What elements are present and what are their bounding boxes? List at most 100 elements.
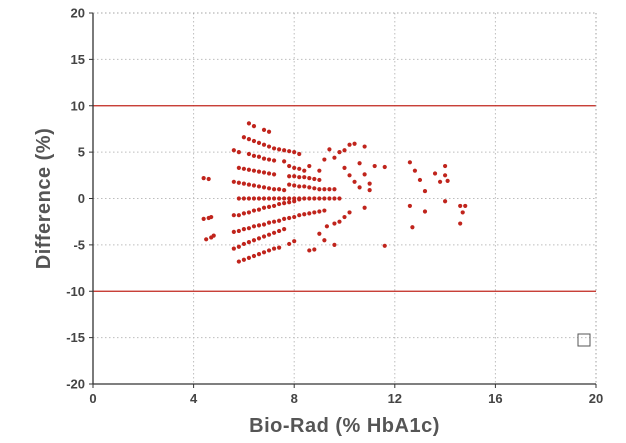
data-point <box>352 141 357 146</box>
data-point <box>317 177 322 183</box>
data-point <box>266 248 272 253</box>
reference-lines <box>93 105 596 292</box>
data-point <box>307 211 312 216</box>
data-point <box>266 171 272 176</box>
data-point <box>246 255 252 260</box>
data-point <box>266 186 272 191</box>
data-point <box>261 250 267 255</box>
data-point <box>246 210 252 215</box>
data-point <box>236 180 241 185</box>
data-point <box>287 182 292 187</box>
data-point <box>317 196 322 201</box>
data-point <box>367 181 372 186</box>
data-point <box>231 213 236 218</box>
data-point <box>307 196 312 201</box>
data-point <box>292 214 297 220</box>
data-point <box>443 173 448 178</box>
data-point <box>246 121 252 126</box>
data-point <box>422 209 428 214</box>
data-point <box>463 203 468 209</box>
data-point <box>251 253 257 259</box>
y-tick-label: -5 <box>73 237 85 252</box>
data-point <box>372 163 377 169</box>
data-point <box>261 222 267 227</box>
data-point <box>251 196 257 201</box>
data-point <box>292 183 297 188</box>
x-tick-labels: 0 4 8 12 16 20 <box>89 391 603 406</box>
data-point <box>357 185 362 190</box>
data-point <box>256 223 262 228</box>
data-point <box>231 246 236 251</box>
data-point <box>322 196 327 201</box>
data-point <box>241 181 246 186</box>
data-point <box>256 140 262 145</box>
data-point <box>277 201 282 207</box>
data-point <box>277 228 282 234</box>
data-point <box>246 239 252 245</box>
data-point <box>211 233 216 238</box>
data-point <box>287 200 292 205</box>
data-point <box>327 147 332 152</box>
x-tick-label: 16 <box>488 391 502 406</box>
data-point <box>410 225 415 230</box>
data-point <box>231 148 236 153</box>
data-point <box>292 196 297 201</box>
data-point <box>337 219 342 224</box>
data-point <box>204 237 209 242</box>
y-tick-labels: 20 15 10 5 0 -5 -10 -15 -20 <box>66 6 85 392</box>
data-point <box>287 215 292 221</box>
data-point <box>251 124 257 129</box>
x-tick-label: 20 <box>589 391 603 406</box>
data-point <box>297 184 302 189</box>
data-point <box>282 196 287 201</box>
data-point <box>236 196 241 201</box>
y-tick-label: -20 <box>66 377 85 392</box>
data-point <box>256 207 262 212</box>
x-tick-label: 12 <box>388 391 402 406</box>
data-point <box>231 229 236 234</box>
data-point <box>266 129 272 134</box>
data-point <box>246 196 252 201</box>
data-point <box>271 246 277 251</box>
data-point <box>362 205 367 210</box>
y-tick-label: 15 <box>71 52 85 67</box>
y-tick-label: 5 <box>78 145 85 160</box>
data-point <box>342 148 347 153</box>
data-point <box>312 210 317 215</box>
data-point <box>297 151 302 157</box>
data-point <box>312 186 317 191</box>
y-tick-label: 20 <box>71 6 85 21</box>
data-point <box>312 176 317 182</box>
data-point <box>241 257 246 262</box>
data-point <box>231 179 236 184</box>
data-point <box>312 196 317 201</box>
data-point <box>347 173 352 178</box>
data-point <box>302 196 307 201</box>
data-point <box>236 244 241 249</box>
data-point <box>292 174 297 179</box>
data-point <box>292 150 297 155</box>
data-point <box>307 163 312 169</box>
data-point <box>246 182 252 187</box>
data-point <box>236 150 241 155</box>
data-point <box>271 146 277 151</box>
data-point <box>251 183 257 188</box>
data-point <box>332 242 337 247</box>
data-point <box>251 153 257 158</box>
data-point <box>342 214 347 220</box>
data-point <box>312 247 317 252</box>
data-point <box>251 168 257 173</box>
data-point <box>443 163 448 169</box>
data-point <box>271 203 277 209</box>
y-tick-label: -15 <box>66 330 85 345</box>
data-point <box>367 188 372 193</box>
data-point <box>261 127 267 132</box>
data-point <box>327 196 332 201</box>
data-point <box>282 148 287 153</box>
y-tick-label: -10 <box>66 284 85 299</box>
data-point <box>317 168 322 173</box>
data-point <box>251 224 257 229</box>
x-tick-label: 4 <box>190 391 198 406</box>
data-point <box>261 142 267 147</box>
data-point <box>277 147 282 152</box>
